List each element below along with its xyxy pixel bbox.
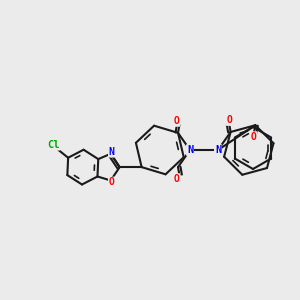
- Text: N: N: [109, 147, 115, 157]
- Text: N: N: [187, 145, 193, 155]
- Text: O: O: [226, 115, 232, 125]
- Text: O: O: [173, 116, 179, 126]
- Text: N: N: [215, 145, 221, 155]
- Text: O: O: [251, 132, 257, 142]
- Text: O: O: [173, 174, 179, 184]
- Text: O: O: [109, 178, 115, 188]
- Text: Cl: Cl: [47, 140, 59, 150]
